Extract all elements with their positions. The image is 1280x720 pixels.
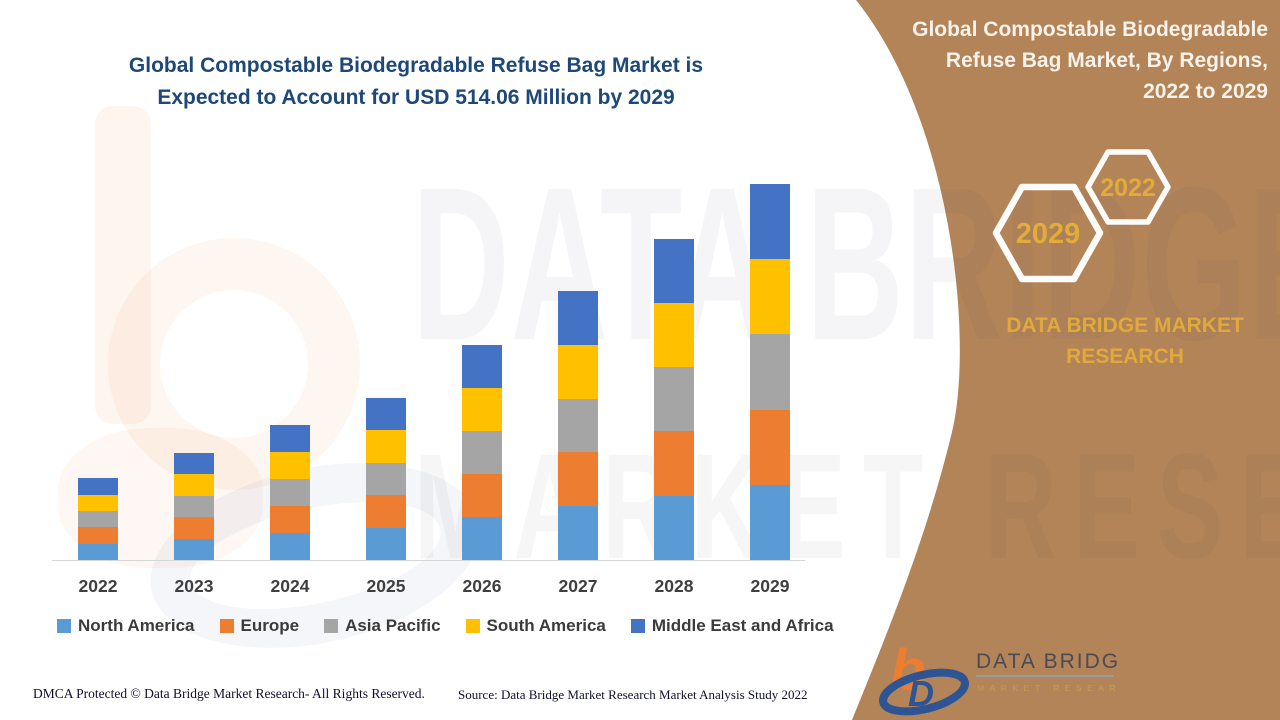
bar-2023-segment-middle-east-and-africa (174, 452, 214, 475)
bar-2024-segment-asia-pacific (270, 479, 310, 506)
logo-swoosh-icon (879, 668, 969, 716)
x-axis-line (52, 560, 805, 561)
chart-title-line1: Global Compostable Biodegradable Refuse … (128, 54, 704, 77)
bar-2028-segment-north-america (654, 495, 694, 560)
bar-2025-segment-north-america (366, 527, 406, 560)
bar-2025-segment-asia-pacific (366, 462, 406, 496)
legend-item-north-america: North America (57, 616, 195, 636)
legend-label: Middle East and Africa (651, 616, 834, 635)
panel-shape (852, 0, 1280, 720)
x-axis-label-2024: 2024 (270, 576, 310, 596)
bar-2027-segment-north-america (558, 506, 598, 560)
chart-title: Global Compostable Biodegradable Refuse … (60, 50, 772, 114)
bar-2029-segment-asia-pacific (750, 334, 790, 410)
hexagon-2022-outline (1085, 149, 1171, 225)
x-axis-label-2022: 2022 (78, 576, 118, 596)
legend-item-middle-east-and-africa: Middle East and Africa (630, 616, 834, 636)
legend-label: North America (78, 616, 195, 635)
bar-2028-segment-middle-east-and-africa (654, 238, 694, 303)
bar-2026-segment-middle-east-and-africa (462, 345, 502, 389)
legend-item-europe: Europe (219, 616, 300, 636)
logo-title: DATA BRIDGE (976, 650, 1118, 673)
brand-text: DATA BRIDGE MARKET RESEARCH (1006, 314, 1244, 368)
bar-2029-segment-europe (750, 409, 790, 485)
bar-2026-segment-europe (462, 474, 502, 518)
bar-2023-segment-north-america (174, 538, 214, 560)
bar-2023-segment-europe (174, 517, 214, 539)
bar-2029-segment-middle-east-and-africa (750, 184, 790, 260)
panel-title: Global Compostable Biodegradable Refuse … (860, 14, 1268, 107)
databridge-logo: b D DATA BRIDGE MARKET RESEARCH (879, 638, 1118, 716)
chart-title-line2: Expected to Account for USD 514.06 Milli… (157, 86, 675, 109)
bar-2024-segment-middle-east-and-africa (270, 425, 310, 453)
bar-2022-segment-asia-pacific (78, 511, 118, 528)
legend-label: Asia Pacific (345, 616, 441, 635)
bar-2026-segment-asia-pacific (462, 431, 502, 475)
x-axis-label-2027: 2027 (558, 576, 598, 596)
logo-d-icon: D (908, 673, 934, 714)
bar-2028-segment-asia-pacific (654, 367, 694, 432)
panel-title-line1: Global Compostable Biodegradable (912, 18, 1268, 41)
hexagon-2029-outline (992, 183, 1104, 283)
bar-2024-segment-europe (270, 506, 310, 533)
legend-swatch-icon (630, 619, 645, 633)
bar-2026-segment-north-america (462, 517, 502, 560)
bar-2027-segment-europe (558, 452, 598, 507)
bar-2027-segment-south-america (558, 344, 598, 399)
x-axis-label-2025: 2025 (366, 576, 406, 596)
hexagon-2022-label: 2022 (1100, 174, 1156, 202)
panel-title-line3: 2022 to 2029 (1143, 80, 1268, 103)
legend-swatch-icon (219, 619, 234, 633)
legend-item-south-america: South America (465, 616, 606, 636)
bar-2024-segment-south-america (270, 452, 310, 480)
dmca-copyright-text: DMCA Protected © Data Bridge Market Rese… (33, 686, 425, 701)
bar-2024-segment-north-america (270, 533, 310, 560)
bar-2022-segment-middle-east-and-africa (78, 478, 118, 495)
panel-title-line2: Refuse Bag Market, By Regions, (945, 49, 1268, 72)
bar-2029-segment-north-america (750, 484, 790, 560)
logo-subtitle: MARKET RESEARCH (977, 683, 1118, 693)
x-axis-label-2028: 2028 (654, 576, 694, 596)
legend-swatch-icon (324, 619, 339, 633)
bar-2027-segment-middle-east-and-africa (558, 291, 598, 345)
bar-2028-segment-south-america (654, 302, 694, 368)
bar-2026-segment-south-america (462, 388, 502, 432)
bar-2022-segment-south-america (78, 494, 118, 512)
x-axis-label-2023: 2023 (174, 576, 214, 596)
bar-2025-segment-middle-east-and-africa (366, 397, 406, 431)
legend-label: South America (486, 616, 606, 635)
bar-2022-segment-europe (78, 527, 118, 544)
legend-swatch-icon (57, 619, 71, 633)
bar-2023-segment-south-america (174, 474, 214, 496)
source-text: Source: Data Bridge Market Research Mark… (458, 687, 808, 702)
bar-2022-segment-north-america (78, 543, 118, 560)
x-axis-label-2026: 2026 (462, 576, 502, 596)
logo-b-icon: b (890, 638, 925, 703)
bar-2023-segment-asia-pacific (174, 495, 214, 518)
legend-swatch-icon (465, 619, 480, 633)
bar-2028-segment-europe (654, 431, 694, 496)
chart-legend: North America Europe Asia Pacific South Ame… (57, 616, 834, 636)
legend-label: Europe (240, 616, 300, 635)
x-axis-label-2029: 2029 (750, 576, 790, 596)
legend-item-asia-pacific: Asia Pacific (324, 616, 441, 636)
bar-2027-segment-asia-pacific (558, 398, 598, 453)
hexagon-2029-label: 2029 (1016, 218, 1081, 250)
bar-2029-segment-south-america (750, 259, 790, 335)
logo-underline (976, 675, 1114, 677)
bar-2025-segment-south-america (366, 430, 406, 463)
bar-2025-segment-europe (366, 495, 406, 528)
